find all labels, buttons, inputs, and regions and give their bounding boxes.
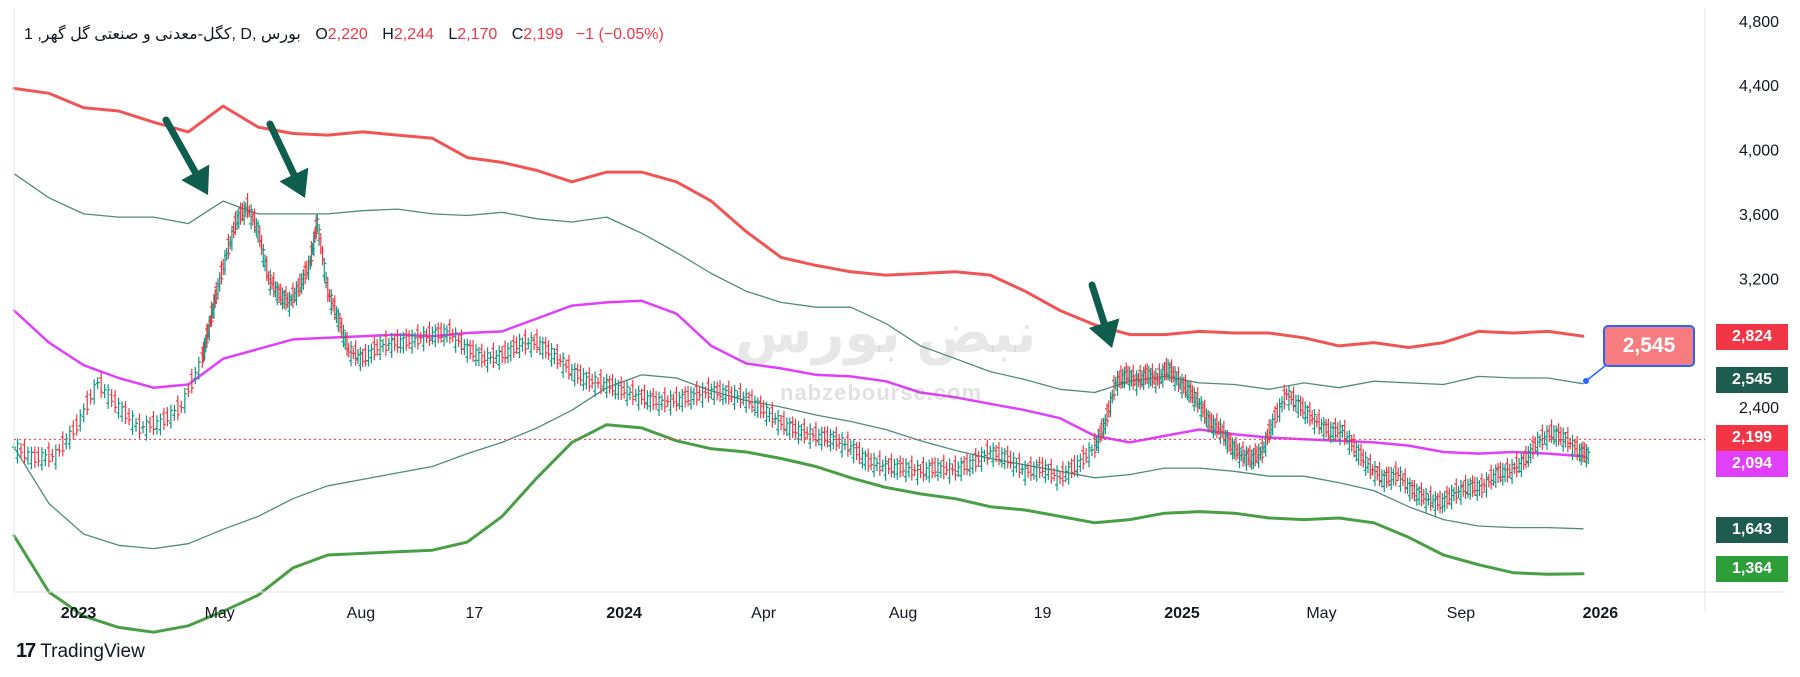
y-tick-label: 2,400 — [1739, 400, 1779, 417]
watermark-url: nabzebourse.com — [780, 380, 983, 405]
x-tick-label: Aug — [347, 605, 375, 622]
band-line-2 — [12, 299, 1585, 458]
x-tick-label: Apr — [751, 605, 777, 622]
price-tag: 1,643 — [1716, 517, 1788, 543]
x-tick-label: Sep — [1447, 605, 1476, 622]
price-callout[interactable]: 2,545 — [1603, 325, 1695, 367]
watermark-logo: نبض بورس — [735, 301, 1037, 364]
price-tag: 2,545 — [1716, 367, 1788, 393]
symbol-legend: 1 ,کگل-معدنی و صنعتی گل گهر, D, بورس O2,… — [24, 24, 664, 44]
open-value: 2,220 — [327, 26, 368, 43]
price-tag: 1,364 — [1716, 556, 1788, 582]
y-tick-label: 4,400 — [1739, 78, 1779, 95]
arrow-1-shaft — [162, 116, 199, 176]
arrow-2-head — [279, 167, 309, 198]
open-label: O — [315, 26, 328, 43]
x-tick-label: Aug — [889, 605, 917, 622]
band-line-4 — [12, 423, 1585, 634]
high-value: 2,244 — [393, 26, 434, 43]
tradingview-logo-icon: 17 — [16, 640, 36, 662]
close-value: 2,199 — [523, 26, 564, 43]
arrow-3-head — [1088, 318, 1120, 348]
x-tick-label: 2025 — [1164, 605, 1200, 622]
x-tick-label: 2026 — [1583, 605, 1619, 622]
close-label: C — [511, 26, 524, 43]
low-label: L — [448, 26, 458, 43]
tradingview-brand[interactable]: 17 TradingView — [16, 640, 145, 663]
price-tag: 2,094 — [1716, 451, 1788, 477]
symbol-name: 1 ,کگل-معدنی و صنعتی گل گهر, D, بورس — [24, 26, 301, 43]
annotation-arrows — [162, 116, 1611, 384]
y-tick-label: 3,200 — [1739, 271, 1779, 288]
price-bars — [12, 193, 1591, 516]
x-tick-label: 2024 — [606, 605, 642, 622]
arrow-3-shaft — [1088, 281, 1108, 327]
axes: 4,800 4,400 4,000 3,600 3,200 2,400 2023 May Aug… — [13, 8, 1785, 622]
brand-name: TradingView — [40, 640, 145, 662]
band-line-3 — [13, 374, 1584, 550]
y-tick-label: 4,000 — [1739, 143, 1779, 160]
y-tick-label: 4,800 — [1739, 14, 1779, 31]
x-tick-label: 17 — [465, 605, 483, 622]
change-value: −1 (−0.05%) — [575, 26, 664, 43]
band-line-1 — [13, 173, 1584, 394]
arrow-2-shaft — [266, 120, 298, 178]
x-tick-label: May — [205, 605, 235, 622]
x-tick-label: 2023 — [61, 605, 97, 622]
y-tick-label: 3,600 — [1739, 207, 1779, 224]
high-label: H — [382, 26, 394, 43]
x-tick-label: 19 — [1034, 605, 1052, 622]
price-tag: 2,824 — [1716, 324, 1788, 350]
price-tag: 2,199 — [1716, 425, 1788, 451]
x-tick-label: May — [1306, 605, 1336, 622]
arrow-1-head — [181, 164, 210, 195]
callout-anchor — [1583, 378, 1589, 384]
low-value: 2,170 — [457, 26, 498, 43]
